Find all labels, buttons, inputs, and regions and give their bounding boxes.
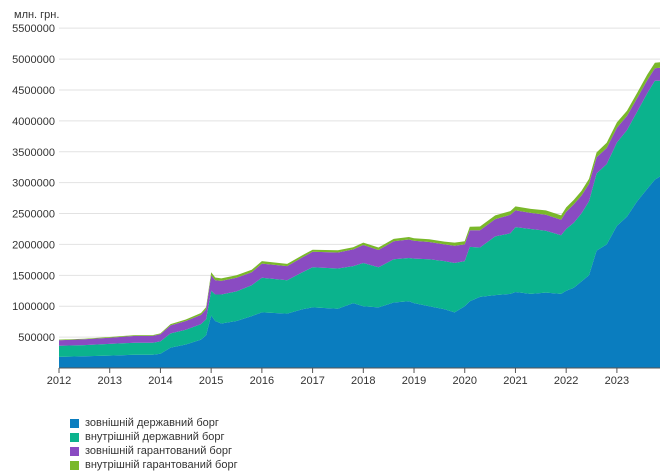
legend-label: внутрішній гарантований борг — [85, 459, 238, 471]
legend-item: зовнішній державний борг — [70, 416, 238, 430]
x-tick-label: 2019 — [402, 375, 426, 387]
legend-swatch — [70, 460, 79, 470]
legend-item: внутрішній державний борг — [70, 430, 238, 444]
y-tick-label: 3500000 — [12, 147, 55, 159]
legend-swatch — [70, 446, 79, 456]
x-tick-label: 2016 — [250, 375, 274, 387]
legend-label: внутрішній державний борг — [85, 431, 225, 443]
area-series-1 — [59, 176, 660, 368]
x-tick-label: 2014 — [148, 375, 172, 387]
y-tick-label: 3000000 — [12, 178, 55, 190]
x-axis: 2012 2013 2014 2015 2016 2017 2018 2019 2020 2021… — [47, 367, 660, 387]
y-axis-ticks: 500000 1000000 1500000 2000000 2500000 300000… — [12, 23, 55, 344]
x-tick-label: 2021 — [503, 375, 527, 387]
area-series-2 — [59, 80, 660, 357]
x-tick-label: 2017 — [300, 375, 324, 387]
y-tick-label: 4500000 — [12, 85, 55, 97]
legend-label: зовнішній гарантований борг — [85, 445, 232, 457]
y-tick-label: 2000000 — [12, 239, 55, 251]
x-tick-label: 2018 — [351, 375, 375, 387]
grid-lines — [59, 27, 660, 338]
legend-item: внутрішній гарантований борг — [70, 458, 238, 472]
x-tick-label: 2012 — [47, 375, 71, 387]
y-tick-label: 2500000 — [12, 209, 55, 221]
x-tick-label: 2013 — [97, 375, 121, 387]
y-tick-label: 1000000 — [12, 301, 55, 313]
legend: зовнішній державний борг внутрішній держа… — [70, 416, 238, 472]
legend-swatch — [70, 418, 79, 428]
x-tick-label: 2022 — [554, 375, 578, 387]
y-tick-label: 5500000 — [12, 23, 55, 35]
x-tick-label: 2020 — [452, 375, 476, 387]
y-tick-label: 1500000 — [12, 270, 55, 282]
legend-swatch — [70, 432, 79, 442]
x-tick-label: 2015 — [199, 375, 223, 387]
stacked-areas — [59, 62, 660, 368]
y-axis-unit-label: млн. грн. — [14, 9, 59, 21]
y-tick-label: 5000000 — [12, 54, 55, 66]
y-tick-label: 4000000 — [12, 116, 55, 128]
legend-item: зовнішній гарантований борг — [70, 444, 238, 458]
y-tick-label: 500000 — [18, 332, 55, 344]
legend-label: зовнішній державний борг — [85, 417, 219, 429]
x-tick-label: 2023 — [605, 375, 629, 387]
